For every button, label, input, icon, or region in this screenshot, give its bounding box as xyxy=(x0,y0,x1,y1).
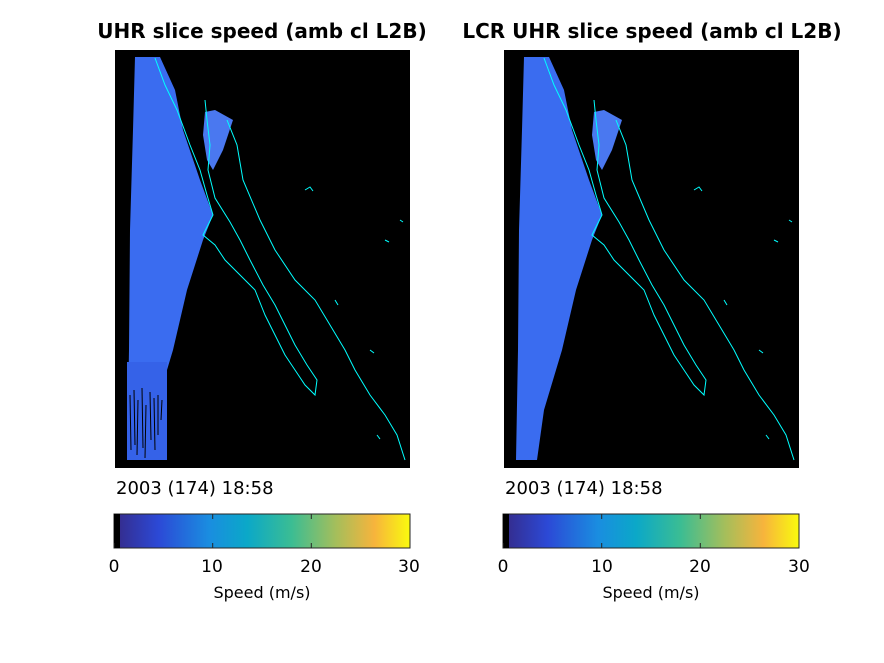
colorbar-tick-label: 30 xyxy=(788,557,810,577)
timestamp: 2003 (174) 18:58 xyxy=(116,478,274,499)
colorbar-tick-label: 20 xyxy=(689,557,711,577)
colorbar-ticks xyxy=(113,514,411,548)
colorbar-gradient xyxy=(502,513,800,549)
colorbar-ticks xyxy=(502,514,800,548)
gulf-wind-region xyxy=(592,110,622,170)
colorbar-gradient xyxy=(113,513,411,549)
colorbar-tick-label: 30 xyxy=(398,557,420,577)
colorbar xyxy=(502,513,800,549)
swath-low-region xyxy=(127,362,167,460)
wind-swath xyxy=(127,57,213,460)
coastline xyxy=(154,57,318,397)
coastline-mainland xyxy=(226,119,406,461)
colorbar-tick-label: 0 xyxy=(497,557,509,577)
colorbar-tick-label: 20 xyxy=(300,557,322,577)
islands xyxy=(304,186,404,440)
gulf-wind-region xyxy=(203,110,233,170)
speed-map-lcr-uhr xyxy=(504,50,799,468)
colorbar-zero-bin xyxy=(503,514,509,548)
speed-map-uhr xyxy=(115,50,410,468)
wind-swath xyxy=(516,57,602,460)
colorbar-tick-label: 10 xyxy=(201,557,223,577)
islands xyxy=(693,186,793,440)
speckle-pattern xyxy=(129,387,163,459)
colorbar xyxy=(113,513,411,549)
colorbar-tick-label: 10 xyxy=(591,557,613,577)
panel-title: LCR UHR slice speed (amb cl L2B) xyxy=(462,19,842,43)
colorbar-label: Speed (m/s) xyxy=(602,583,700,602)
coastline xyxy=(543,57,707,397)
colorbar-tick-label: 0 xyxy=(108,557,120,577)
timestamp: 2003 (174) 18:58 xyxy=(505,478,663,499)
panel-title: UHR slice speed (amb cl L2B) xyxy=(97,19,427,43)
coastline-mainland xyxy=(615,119,795,461)
colorbar-label: Speed (m/s) xyxy=(213,583,311,602)
colorbar-zero-bin xyxy=(114,514,120,548)
